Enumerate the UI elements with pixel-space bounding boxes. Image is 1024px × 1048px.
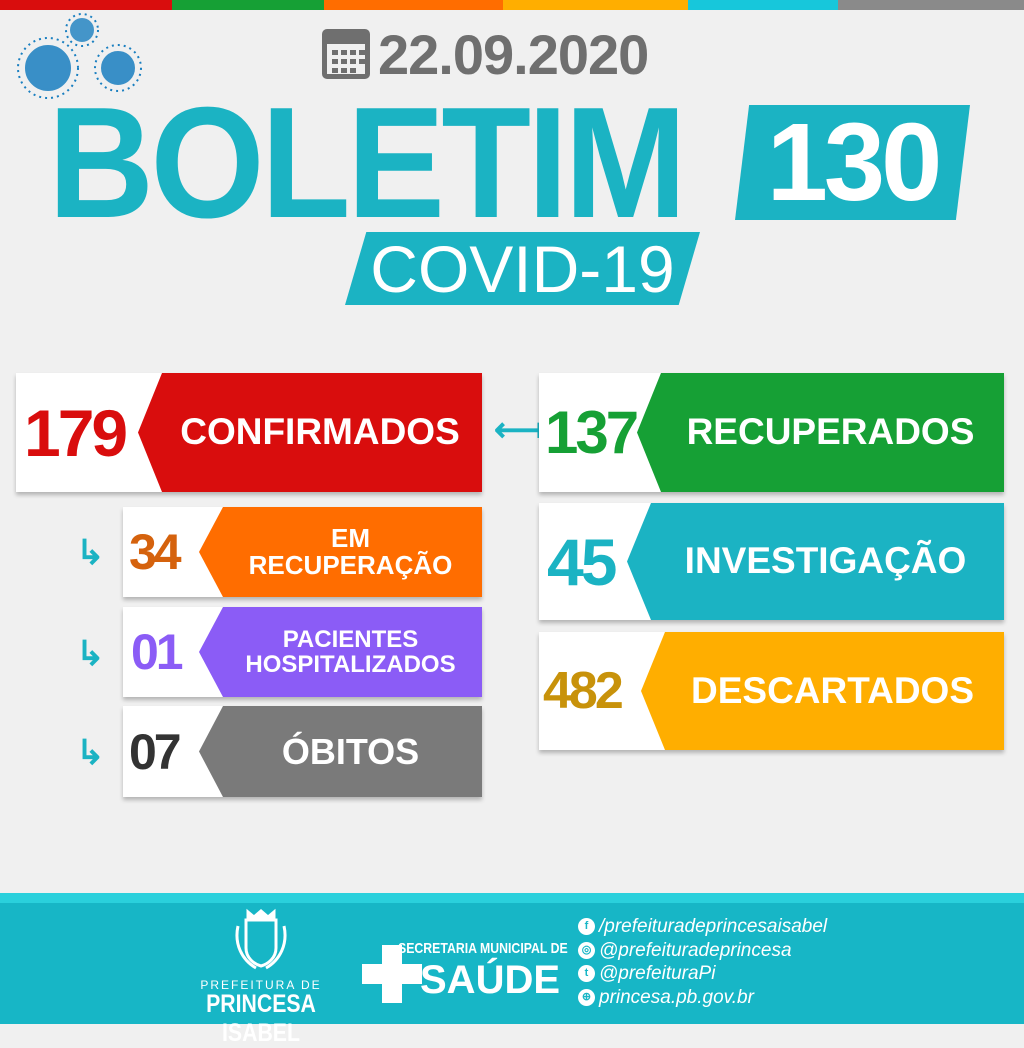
obitos-value: 07	[129, 723, 182, 780]
saude-text: SAÚDE	[420, 958, 561, 1002]
page-title: BOLETIM	[48, 75, 687, 251]
date-text: 22.09.2020	[378, 22, 649, 86]
branch-arrow-icon: ↳	[76, 635, 105, 673]
social-website[interactable]: ⊕ princesa.pb.gov.br	[578, 986, 827, 1010]
descartados-value: 482	[543, 662, 624, 720]
arrow-left-icon: ⟻	[494, 411, 543, 449]
label-line-1: PACIENTES	[282, 625, 419, 653]
card-obitos: 07 ÓBITOS	[123, 706, 482, 797]
coat-of-arms-logo	[235, 908, 287, 970]
social-text: @prefeituraPi	[599, 963, 716, 984]
health-cross-icon	[362, 945, 422, 1003]
label-line-2: HOSPITALIZADOS	[245, 651, 456, 678]
facebook-icon: f	[578, 918, 595, 936]
social-text: princesa.pb.gov.br	[599, 986, 754, 1008]
recuperados-label: RECUPERADOS	[637, 373, 1004, 492]
calendar-icon	[322, 29, 370, 79]
color-strip-yellow	[503, 0, 688, 10]
label-line-1: EM	[331, 522, 370, 553]
confirmados-value: 179	[24, 395, 128, 470]
card-descartados: 482 DESCARTADOS	[539, 632, 1004, 750]
social-instagram[interactable]: ◎ @prefeituradeprincesa	[578, 939, 827, 963]
card-em-recuperacao: 34 EM RECUPERAÇÃO	[123, 507, 482, 597]
social-text: @prefeituradeprincesa	[599, 939, 792, 961]
social-facebook[interactable]: f/prefeituradeprincesaisabel	[578, 915, 827, 939]
globe-icon: ⊕	[578, 988, 595, 1006]
branch-arrow-icon: ↳	[76, 734, 105, 772]
prefeitura-small: PREFEITURA DE	[200, 978, 322, 992]
investigacao-value: 45	[547, 524, 617, 599]
card-recuperados: 137 RECUPERADOS	[539, 373, 1004, 492]
social-links: f/prefeituradeprincesaisabel ◎ @prefeitur…	[578, 915, 827, 1009]
social-twitter[interactable]: t @prefeituraPi	[578, 962, 827, 986]
virus-icon	[17, 13, 142, 99]
hospitalizados-label: PACIENTES HOSPITALIZADOS	[199, 607, 482, 697]
prefeitura-name: PRINCESA ISABEL	[206, 990, 316, 1047]
color-strip-green	[172, 0, 324, 10]
subtitle: COVID-19	[345, 232, 700, 305]
em-recuperacao-value: 34	[129, 524, 182, 580]
em-recuperacao-label: EM RECUPERAÇÃO	[199, 507, 482, 597]
social-text: /prefeituradeprincesaisabel	[599, 916, 828, 937]
label-line-2: RECUPERAÇÃO	[248, 550, 453, 580]
twitter-icon: t	[578, 965, 595, 983]
investigacao-label: INVESTIGAÇÃO	[627, 503, 1004, 620]
branch-arrow-icon: ↳	[76, 534, 105, 572]
card-confirmados: 179 CONFIRMADOS	[16, 373, 482, 492]
color-strip-cyan	[688, 0, 838, 10]
card-investigacao: 45 INVESTIGAÇÃO	[539, 503, 1004, 620]
instagram-icon: ◎	[578, 941, 595, 959]
footer	[0, 893, 1024, 1024]
recuperados-value: 137	[545, 399, 639, 466]
date-display: 22.09.2020	[322, 22, 649, 86]
confirmados-label: CONFIRMADOS	[138, 373, 482, 492]
color-strip-gray	[838, 0, 1024, 10]
descartados-label: DESCARTADOS	[641, 632, 1004, 750]
secretaria-text: SECRETARIA MUNICIPAL DE	[398, 940, 568, 957]
card-hospitalizados: 01 PACIENTES HOSPITALIZADOS	[123, 607, 482, 697]
color-strip-red	[0, 0, 172, 10]
obitos-label: ÓBITOS	[199, 706, 482, 797]
hospitalizados-value: 01	[131, 624, 184, 680]
color-strip-orange	[324, 0, 503, 10]
bulletin-number: 130	[735, 105, 970, 220]
